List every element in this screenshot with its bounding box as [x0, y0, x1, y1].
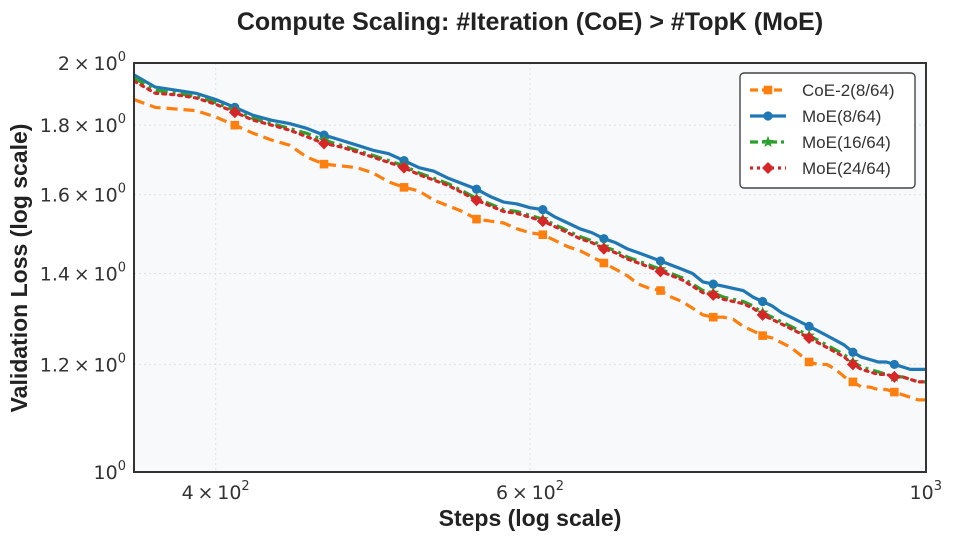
- data-point: [758, 296, 768, 307]
- data-point: [804, 321, 814, 331]
- legend-swatch-marker: [762, 135, 774, 148]
- data-point: [804, 357, 814, 367]
- x-tick-label-mantissa: 4 ×: [182, 482, 218, 504]
- x-axis-label: Steps (log scale): [439, 505, 622, 531]
- y-tick-label: 1.2 × 100: [40, 351, 126, 376]
- y-tick-label-exponent: 0: [118, 260, 126, 275]
- data-point: [708, 279, 718, 289]
- data-point: [597, 242, 610, 255]
- y-tick-label-base: 10: [94, 354, 118, 376]
- legend-swatch-marker: [763, 111, 773, 121]
- legend: CoE-2(8/64) MoE(8/64) MoE(16/64) MoE(24/64): [739, 72, 916, 189]
- data-point: [599, 258, 609, 268]
- x-axis-ticks: 4 × 102 6 × 102 103: [182, 479, 942, 504]
- x-tick-label-mantissa: 6 ×: [496, 482, 532, 504]
- y-tick-label: 1.8 × 100: [40, 112, 126, 137]
- y-tick-label-mantissa: 1.2 ×: [40, 354, 94, 376]
- data-point: [848, 377, 858, 387]
- data-point: [470, 194, 483, 207]
- data-point: [654, 265, 667, 278]
- chart-title: Compute Scaling: #Iteration (CoE) > #Top…: [237, 8, 823, 36]
- data-point: [803, 331, 816, 344]
- y-tick-label-base: 10: [94, 115, 118, 137]
- y-tick-label-mantissa: 1.8 ×: [40, 115, 94, 137]
- data-point: [471, 184, 482, 194]
- series-0: [134, 98, 926, 402]
- data-point: [707, 288, 720, 301]
- series-3: [134, 79, 926, 384]
- legend-box: [739, 72, 916, 189]
- y-tick-label: 1.6 × 100: [40, 182, 126, 207]
- legend-label: CoE-2(8/64): [802, 81, 895, 100]
- series-line-0: [134, 98, 926, 402]
- data-point: [228, 106, 241, 119]
- data-point: [398, 161, 411, 174]
- data-point: [536, 215, 549, 228]
- y-tick-label-mantissa: 2 ×: [58, 53, 94, 75]
- y-tick-label: 100: [94, 459, 126, 484]
- series-group: [134, 73, 926, 402]
- data-point: [655, 256, 666, 266]
- y-tick-label-base: 10: [94, 462, 118, 484]
- data-point: [848, 347, 858, 357]
- y-tick-label: 1.4 × 100: [40, 260, 126, 285]
- x-tick-label: 4 × 102: [182, 479, 250, 504]
- legend-label: MoE(8/64): [802, 107, 881, 126]
- data-point: [888, 370, 901, 383]
- legend-label: MoE(24/64): [802, 159, 891, 178]
- data-point: [756, 308, 769, 321]
- legend-swatch-marker: [762, 162, 774, 174]
- data-point: [758, 331, 767, 340]
- data-point: [538, 205, 548, 215]
- data-point: [708, 312, 718, 322]
- y-tick-label-base: 10: [94, 263, 118, 285]
- y-tick-label-exponent: 0: [118, 459, 126, 474]
- series-line-1: [134, 73, 926, 371]
- x-tick-label: 6 × 102: [496, 479, 564, 504]
- x-tick-label-exponent: 3: [934, 479, 942, 494]
- y-axis-label: Validation Loss (log scale): [6, 124, 32, 413]
- y-tick-label-base: 10: [94, 185, 118, 207]
- y-tick-label-mantissa: 1.4 ×: [40, 263, 94, 285]
- series-line-3: [134, 79, 926, 384]
- y-tick-label-exponent: 0: [118, 351, 126, 366]
- y-tick-label-exponent: 0: [118, 182, 126, 197]
- y-tick-label-mantissa: 1.6 ×: [40, 185, 94, 207]
- y-tick-label-exponent: 0: [118, 112, 126, 127]
- data-point: [318, 137, 331, 150]
- plot-frame: [133, 62, 927, 473]
- data-point: [656, 286, 665, 295]
- x-tick-label-base: 10: [217, 482, 241, 504]
- x-tick-label-exponent: 2: [241, 479, 249, 494]
- data-point: [890, 387, 899, 397]
- x-tick-label-base: 10: [532, 482, 556, 504]
- data-point: [538, 230, 548, 240]
- x-tick-label-exponent: 2: [556, 479, 564, 494]
- legend-label: MoE(16/64): [802, 133, 891, 152]
- data-point: [846, 358, 859, 371]
- y-tick-label: 2 × 100: [58, 50, 126, 75]
- legend-swatch-marker: [763, 85, 773, 95]
- data-point: [599, 234, 609, 244]
- x-tick-label-base: 10: [910, 482, 934, 504]
- series-line-2: [134, 76, 926, 384]
- data-point: [399, 183, 409, 192]
- x-tick-label: 103: [910, 479, 942, 504]
- data-point: [230, 120, 240, 130]
- y-tick-label-base: 10: [94, 53, 118, 75]
- data-point: [889, 359, 899, 370]
- y-tick-label-exponent: 0: [118, 50, 126, 65]
- data-point: [472, 214, 481, 224]
- data-point: [319, 159, 329, 169]
